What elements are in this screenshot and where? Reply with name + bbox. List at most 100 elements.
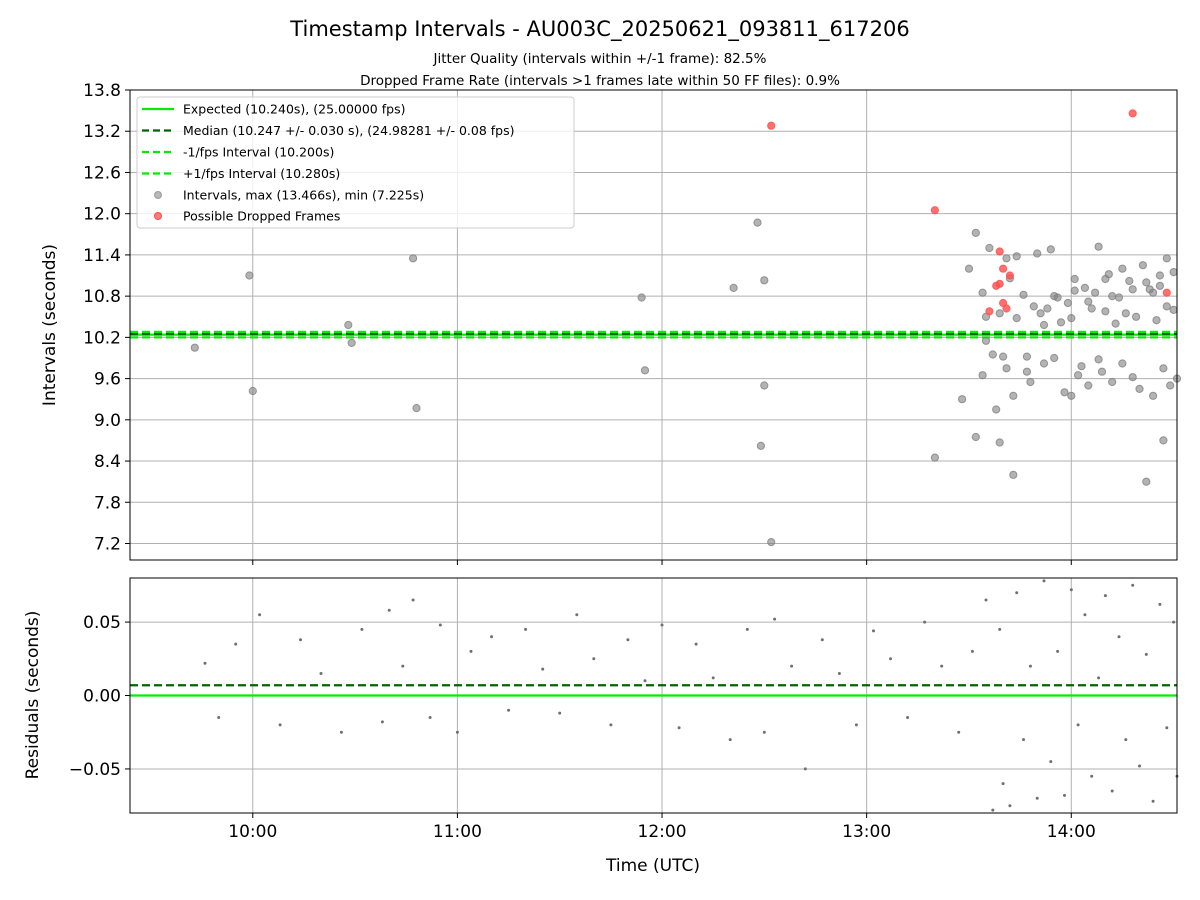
dropped-frame-point [930, 206, 940, 215]
interval-point [347, 338, 356, 347]
interval-point [753, 218, 762, 227]
interval-point [1162, 302, 1171, 311]
legend-swatch-dropped [154, 212, 162, 220]
residual-point [1117, 635, 1121, 639]
interval-point [1012, 252, 1021, 261]
interval-point [988, 350, 997, 359]
interval-point [985, 243, 994, 253]
interval-point [640, 366, 650, 375]
interval-point [1135, 384, 1144, 393]
interval-point [1162, 254, 1171, 263]
residual-point [1172, 620, 1176, 624]
residual-point [837, 672, 841, 675]
residual-point [438, 623, 442, 627]
legend: Expected (10.240s), (25.00000 fps) Media… [136, 96, 575, 229]
residual-point [1144, 652, 1148, 656]
interval-point [1043, 304, 1052, 313]
interval-point [978, 371, 987, 380]
residuals-y-axis-label: Residuals (seconds) [23, 611, 43, 780]
intervals-plot-frame [129, 89, 1178, 561]
interval-point [344, 320, 353, 330]
interval-point [1077, 362, 1086, 371]
interval-point [930, 453, 940, 462]
interval-point [1159, 436, 1168, 445]
legend-swatch-intervals [154, 191, 162, 199]
residual-point [803, 767, 807, 771]
dropped-frame-point [985, 307, 994, 316]
interval-point [1169, 268, 1178, 277]
residual-point [1124, 738, 1128, 742]
interval-point [637, 293, 646, 302]
interval-point [1022, 367, 1032, 376]
residual-point [411, 598, 415, 602]
interval-point [971, 432, 980, 442]
interval-point [1009, 470, 1018, 479]
y-tick-label: 9.6 [94, 370, 121, 390]
interval-point [1169, 305, 1178, 314]
interval-point [248, 386, 257, 396]
interval-point [1036, 309, 1045, 318]
interval-point [992, 405, 1001, 414]
residual-point [906, 716, 910, 719]
interval-point [1070, 274, 1079, 284]
residual-point [203, 661, 207, 665]
residual-point [1083, 613, 1087, 617]
residual-point [1028, 664, 1032, 668]
residual-point [1022, 738, 1025, 742]
residual-point [507, 708, 511, 712]
residual-point [1138, 764, 1141, 768]
residual-point [339, 730, 343, 734]
dropped-frame-point [767, 121, 776, 130]
residuals-reference-lines [130, 684, 1177, 697]
residual-point [1151, 799, 1155, 803]
y-tick-label: 13.2 [83, 122, 121, 142]
residual-point [380, 720, 384, 724]
residual-point [1131, 583, 1135, 587]
y-tick-label: 10.8 [83, 287, 121, 307]
interval-point [1118, 359, 1127, 368]
y-tick-label: 13.8 [83, 81, 121, 101]
residual-point [387, 608, 391, 612]
interval-point [1056, 318, 1066, 327]
interval-point [1033, 249, 1042, 258]
legend-label-expected: Expected (10.240s), (25.00000 fps) [183, 102, 405, 117]
residual-point [1158, 602, 1162, 606]
interval-point [1080, 283, 1090, 292]
interval-point [729, 283, 738, 292]
interval-point [1091, 288, 1100, 297]
interval-point [1155, 271, 1165, 280]
interval-point [1022, 352, 1032, 361]
residual-point [643, 679, 647, 683]
interval-point [1026, 377, 1035, 387]
dropped-frame-point [995, 279, 1004, 288]
residual-point [745, 627, 749, 631]
chart-title: Timestamp Intervals - AU003C_20250621_09… [289, 17, 909, 42]
interval-point [1108, 292, 1117, 301]
interval-point [1063, 298, 1073, 308]
residual-point [1097, 676, 1101, 680]
interval-point [190, 343, 199, 352]
residual-point [820, 638, 824, 642]
residual-point [401, 664, 405, 668]
y-tick-label: 8.4 [94, 452, 121, 472]
interval-point [1067, 391, 1076, 400]
y-tick-label: 0.00 [83, 687, 121, 707]
residual-point [524, 627, 528, 631]
residual-point [1076, 723, 1080, 727]
residual-point [711, 676, 715, 680]
intervals-y-axis-label: Intervals (seconds) [40, 244, 60, 406]
interval-point [1084, 381, 1093, 390]
y-tick-label: −0.05 [69, 760, 121, 780]
legend-label-median: Median (10.247 +/- 0.030 s), (24.98281 +… [183, 123, 514, 138]
x-tick-label: 12:00 [638, 822, 687, 842]
y-tick-label: 12.6 [83, 163, 121, 183]
residuals-y-ticks: −0.05 0.00 0.05 [69, 613, 130, 780]
residual-point [790, 664, 794, 668]
interval-point [1159, 364, 1168, 373]
interval-point [1125, 276, 1134, 286]
x-tick-label: 13:00 [842, 822, 891, 842]
residual-point [217, 716, 221, 719]
legend-frame [136, 96, 575, 229]
intervals-y-ticks: 7.2 7.8 8.4 9.0 9.6 10.2 10.8 11.4 12.0 12.6 13.2 1… [83, 81, 130, 555]
residual-point [234, 642, 238, 646]
